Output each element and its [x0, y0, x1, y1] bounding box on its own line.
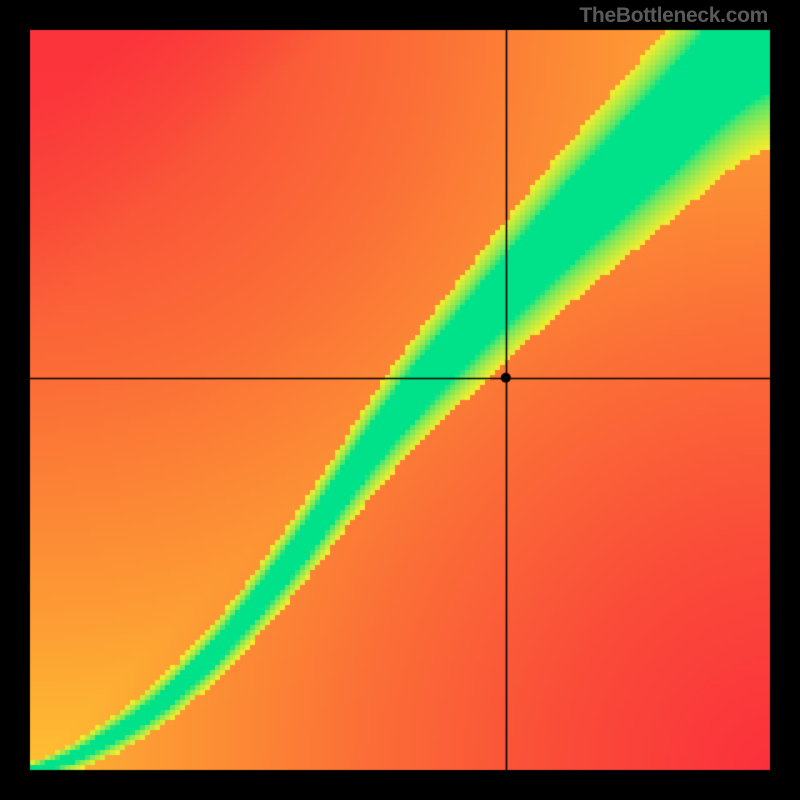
watermark-text: TheBottleneck.com	[579, 4, 768, 28]
bottleneck-heatmap	[0, 0, 800, 800]
